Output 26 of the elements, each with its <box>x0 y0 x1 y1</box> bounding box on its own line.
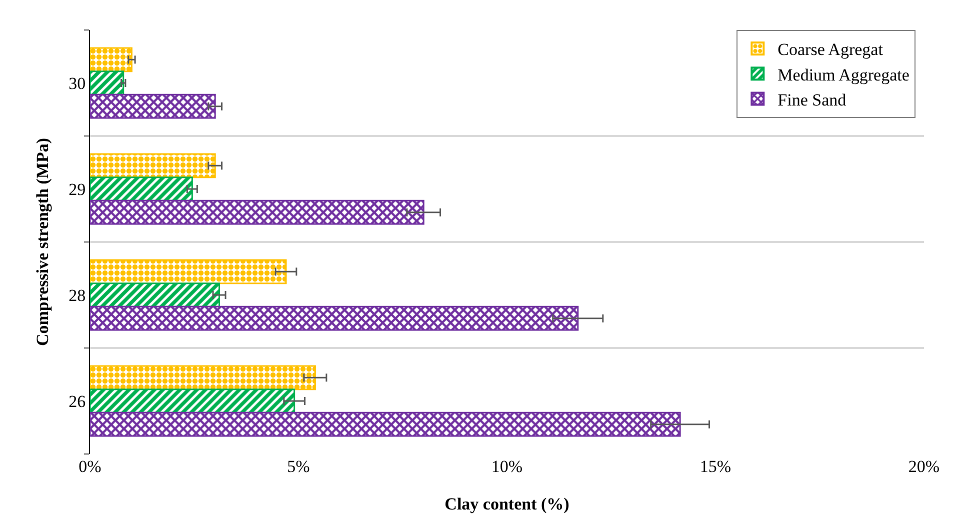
x-tick-label: 0% <box>78 457 102 476</box>
text: Medium Aggregate <box>778 65 910 84</box>
bar <box>90 388 296 414</box>
bar <box>90 412 681 437</box>
bar <box>90 70 124 96</box>
bar <box>90 200 424 225</box>
bar <box>90 153 216 178</box>
bar <box>90 94 216 119</box>
bar <box>90 306 579 331</box>
y-tick-label: 30 <box>68 74 86 93</box>
y-tick-label: 26 <box>68 392 86 411</box>
bar <box>90 176 193 202</box>
x-tick-label: 10% <box>491 457 523 476</box>
x-tick-label: 15% <box>700 457 732 476</box>
text: Coarse Agregat <box>778 40 884 60</box>
y-tick-label: 29 <box>68 180 86 199</box>
x-tick-label: 20% <box>908 457 940 476</box>
text: Fine Sand <box>778 90 847 110</box>
x-axis-title: Clay content (%) <box>444 494 570 514</box>
bar <box>90 282 220 308</box>
bar <box>90 365 316 390</box>
bar <box>90 47 132 72</box>
y-axis-title: Compressive strength (MPa) <box>33 138 52 346</box>
x-tick-label: 5% <box>287 457 310 476</box>
bar <box>90 259 287 284</box>
y-tick-label: 28 <box>68 286 86 305</box>
